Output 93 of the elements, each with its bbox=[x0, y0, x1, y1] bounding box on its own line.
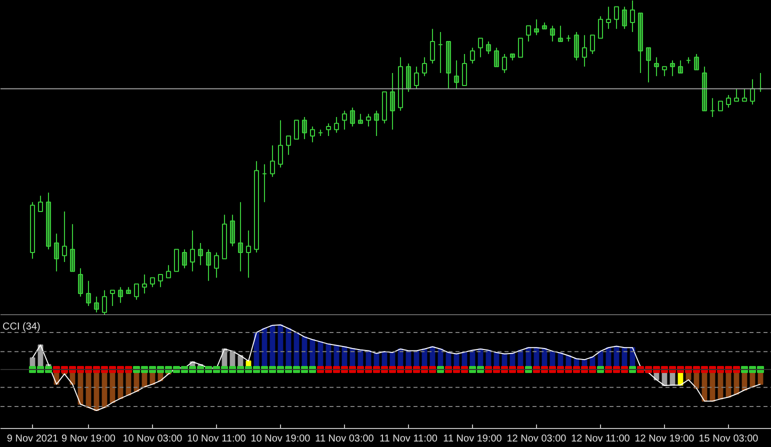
candlestick bbox=[190, 230, 195, 272]
x-tick-label: 12 Nov 19:00 bbox=[634, 434, 695, 444]
candlestick bbox=[302, 116, 307, 140]
candlestick bbox=[206, 248, 211, 282]
candlestick bbox=[422, 56, 427, 77]
candlestick bbox=[726, 94, 731, 108]
candlestick bbox=[278, 120, 283, 168]
x-tick-label: 11 Nov 03:00 bbox=[315, 434, 374, 444]
candlestick bbox=[590, 34, 595, 55]
candlestick bbox=[238, 202, 243, 272]
candlestick bbox=[134, 284, 139, 300]
candlestick bbox=[702, 66, 707, 112]
candlestick bbox=[654, 56, 659, 77]
candlestick bbox=[350, 107, 355, 127]
candlestick bbox=[614, 6, 619, 30]
candlestick bbox=[502, 54, 507, 74]
candlestick bbox=[630, 0, 635, 32]
candlestick bbox=[182, 248, 187, 269]
candlestick bbox=[142, 274, 147, 294]
candlestick bbox=[70, 224, 75, 272]
candlestick bbox=[414, 66, 419, 90]
candlestick bbox=[174, 248, 179, 272]
candlestick bbox=[470, 47, 475, 64]
candlestick bbox=[598, 16, 603, 39]
candlestick bbox=[454, 60, 459, 90]
x-tick-label: 9 Nov 2021 bbox=[6, 434, 59, 444]
candlestick bbox=[742, 88, 747, 102]
x-tick-label: 10 Nov 11:00 bbox=[187, 434, 246, 444]
candlestick bbox=[294, 120, 299, 140]
candlestick bbox=[718, 100, 723, 112]
candlestick bbox=[430, 28, 435, 64]
x-tick-label: 12 Nov 11:00 bbox=[571, 434, 630, 444]
candlestick bbox=[214, 252, 219, 278]
candlestick bbox=[366, 113, 371, 127]
x-tick-label: 10 Nov 19:00 bbox=[250, 434, 311, 444]
candlestick bbox=[118, 286, 123, 304]
x-tick-label: 11 Nov 19:00 bbox=[443, 434, 502, 444]
candlestick bbox=[390, 72, 395, 130]
candlestick bbox=[102, 290, 107, 315]
candlestick bbox=[662, 66, 667, 77]
candlestick bbox=[46, 192, 51, 250]
candlestick bbox=[670, 60, 675, 77]
candlestick bbox=[334, 116, 339, 134]
candlestick bbox=[198, 242, 203, 266]
candlestick bbox=[150, 277, 155, 288]
candlestick bbox=[358, 113, 363, 124]
candlestick bbox=[606, 6, 611, 30]
candlestick bbox=[326, 122, 331, 136]
chart-title: CCI (34) bbox=[2, 322, 40, 332]
candlestick bbox=[478, 38, 483, 58]
candlestick bbox=[78, 268, 83, 298]
candlestick bbox=[542, 22, 547, 30]
candlestick bbox=[734, 88, 739, 102]
x-tick-label: 10 Nov 03:00 bbox=[122, 434, 183, 444]
candlestick bbox=[678, 60, 683, 74]
candlestick bbox=[446, 40, 451, 90]
candlestick bbox=[94, 296, 99, 313]
candlestick bbox=[62, 211, 67, 262]
candlestick bbox=[534, 18, 539, 36]
candlestick bbox=[510, 54, 515, 61]
x-tick-label: 11 Nov 11:00 bbox=[380, 434, 438, 444]
candlestick bbox=[230, 214, 235, 247]
candlestick bbox=[310, 126, 315, 143]
candlestick bbox=[110, 290, 115, 307]
candlestick bbox=[750, 78, 755, 105]
x-tick-label: 12 Nov 03:00 bbox=[506, 434, 567, 444]
candlestick bbox=[622, 6, 627, 30]
candlestick bbox=[158, 274, 163, 288]
candlestick bbox=[342, 110, 347, 130]
candlestick bbox=[462, 54, 467, 86]
candlestick bbox=[550, 25, 555, 42]
x-tick-label: 9 Nov 19:00 bbox=[62, 434, 116, 444]
candlestick bbox=[374, 110, 379, 136]
candlestick bbox=[486, 40, 491, 55]
candlestick bbox=[406, 63, 411, 92]
candlestick bbox=[558, 25, 563, 42]
candlestick bbox=[286, 135, 291, 156]
candlestick bbox=[86, 280, 91, 307]
x-tick-label: 15 Nov 03:00 bbox=[698, 434, 759, 444]
candlestick bbox=[494, 47, 499, 68]
candlestick bbox=[526, 25, 531, 42]
candlestick bbox=[54, 233, 59, 272]
candlestick bbox=[638, 12, 643, 74]
candlestick bbox=[694, 54, 699, 70]
candlestick bbox=[574, 32, 579, 61]
candlestick bbox=[270, 144, 275, 178]
candlestick bbox=[246, 230, 251, 278]
candlestick bbox=[646, 47, 651, 83]
candlestick bbox=[126, 286, 131, 294]
candlestick bbox=[38, 195, 43, 212]
candlestick bbox=[582, 34, 587, 68]
candlestick bbox=[166, 264, 171, 278]
candlestick bbox=[518, 38, 523, 58]
